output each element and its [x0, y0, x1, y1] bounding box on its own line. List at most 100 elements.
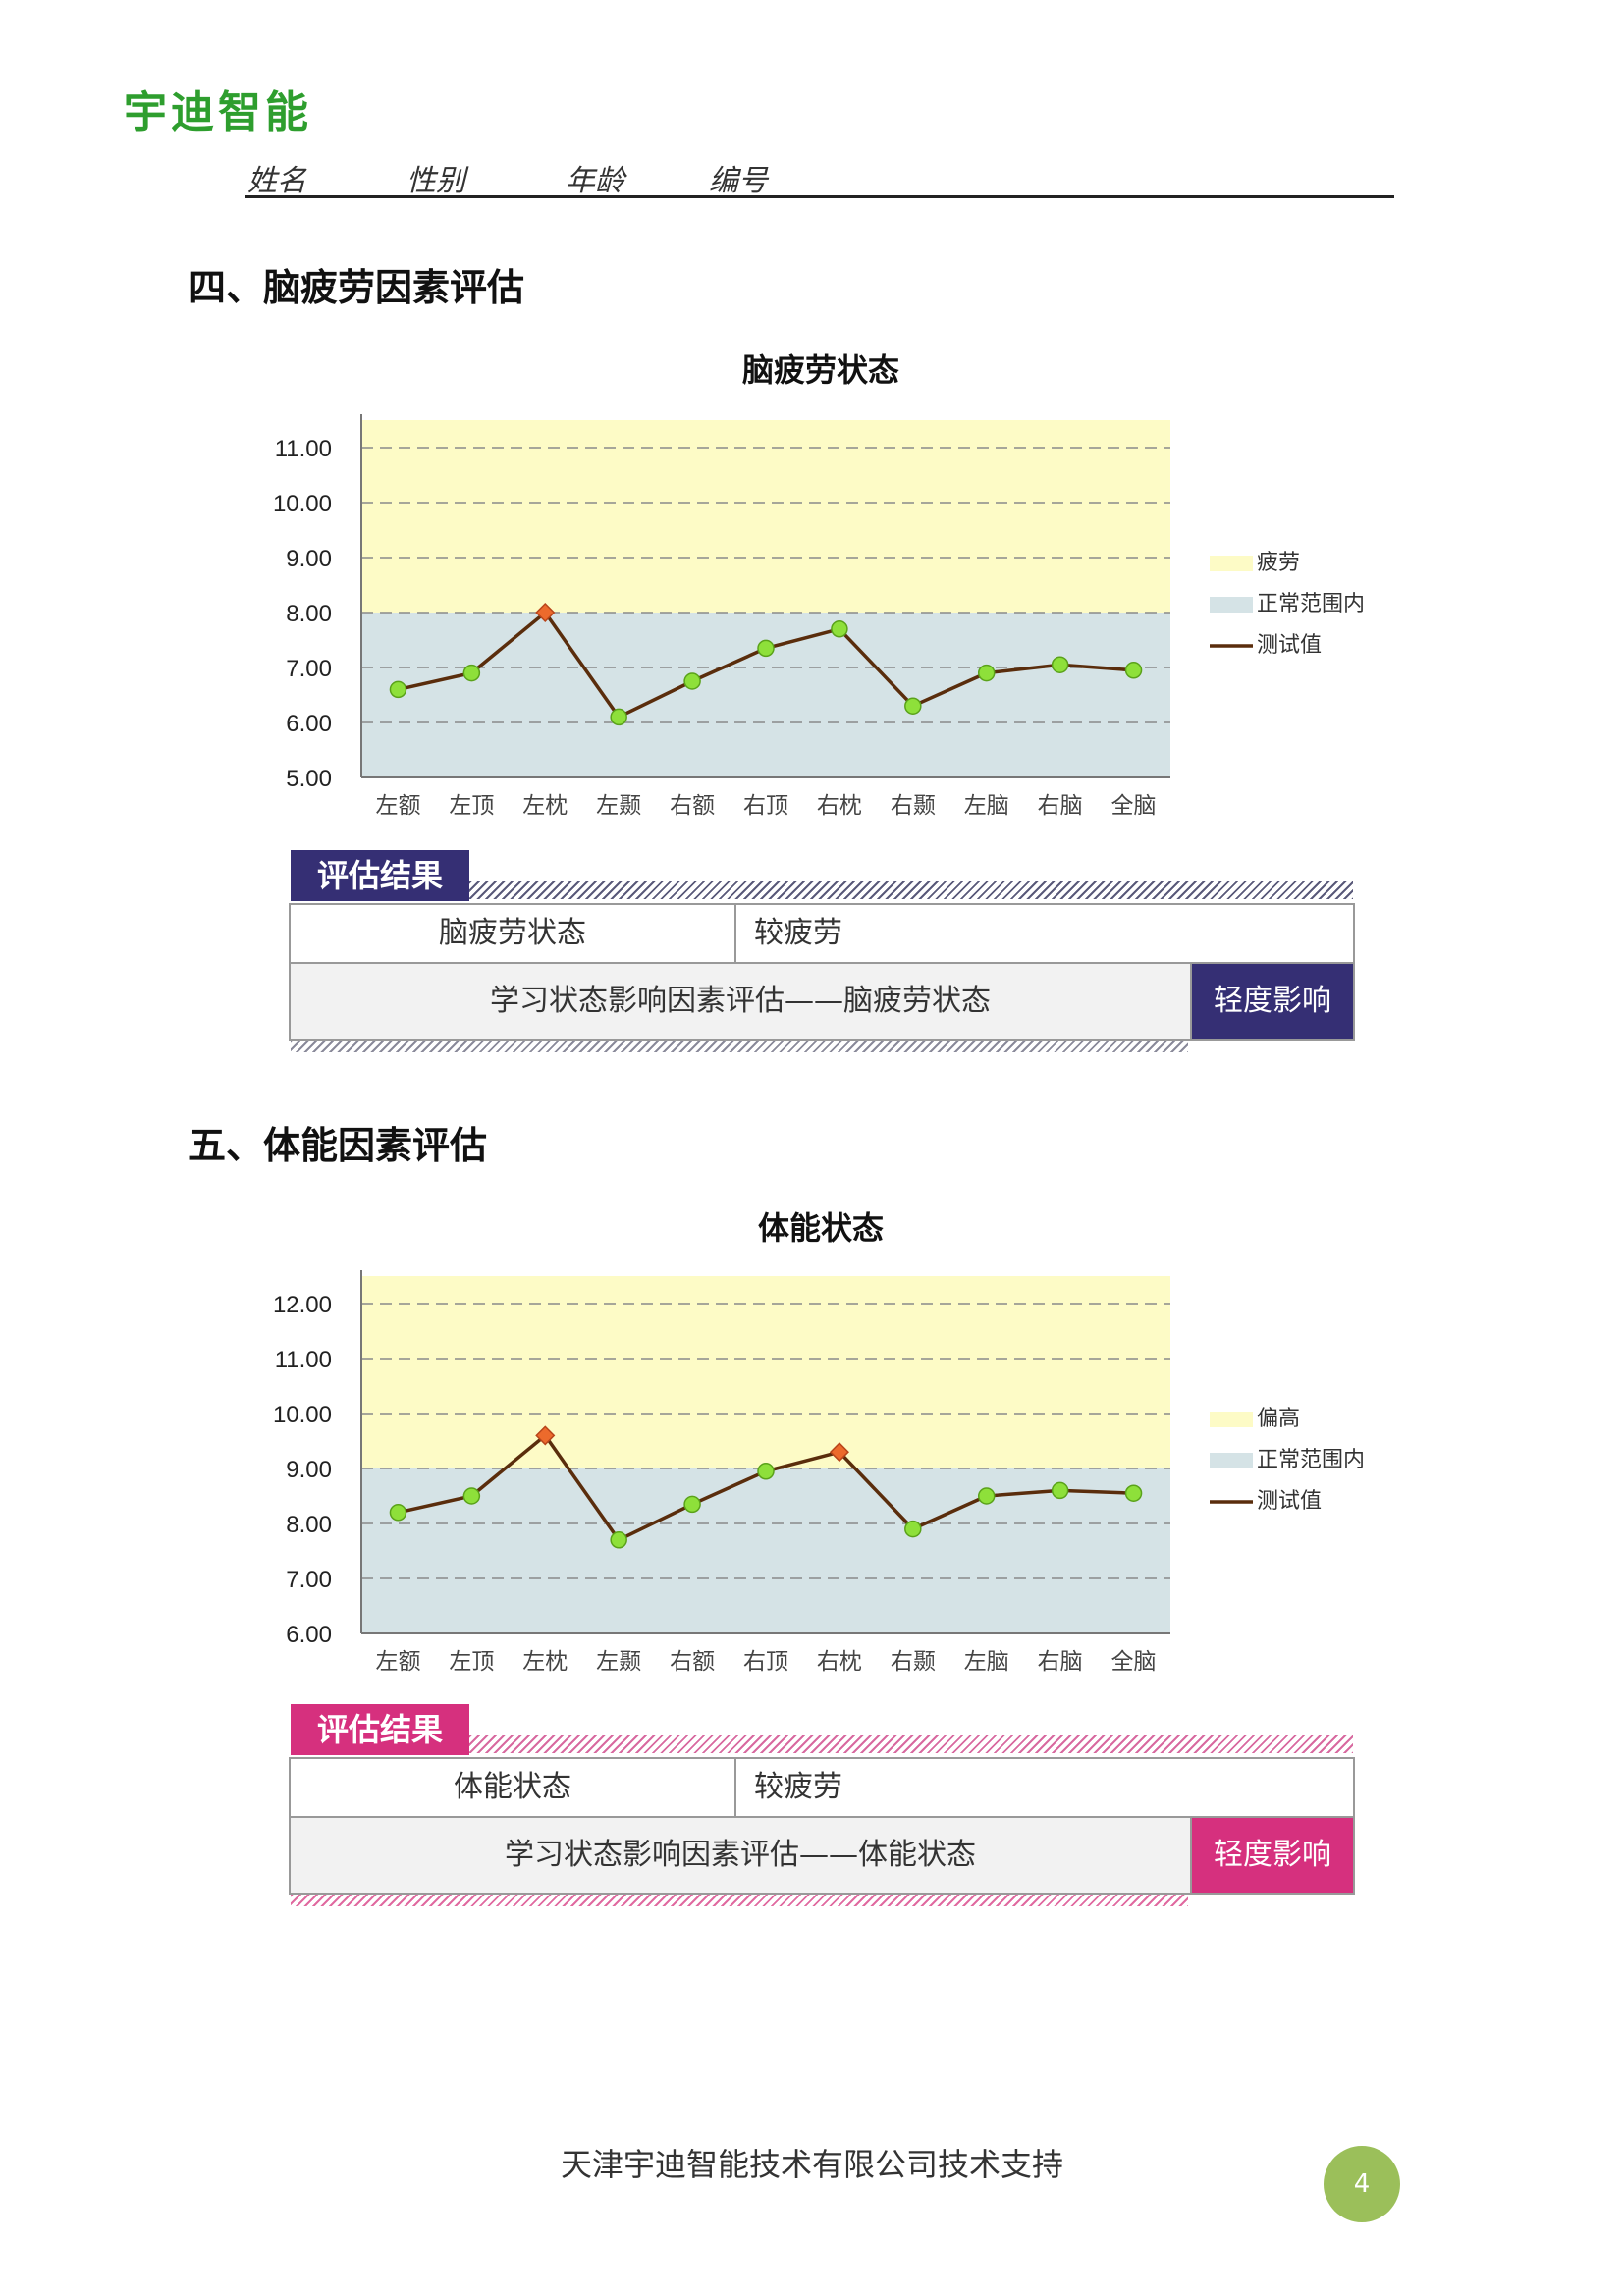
data-point [1051, 1481, 1069, 1500]
legend-swatch-band-normal [1210, 597, 1253, 613]
data-point [610, 708, 627, 726]
section-title-physical: 五、体能因素评估 [189, 1123, 488, 1167]
y-tick-label: 11.00 [275, 436, 332, 462]
legend-swatch-band-high [1210, 1412, 1253, 1427]
data-point [389, 680, 407, 699]
y-tick-label: 6.00 [286, 711, 332, 737]
legend-label: 偏高 [1257, 1407, 1300, 1431]
data-point [610, 1531, 627, 1549]
data-point [757, 1463, 775, 1480]
x-tick-label: 左顶 [449, 793, 494, 819]
y-tick-label: 10.00 [273, 1402, 332, 1428]
data-point [683, 1495, 701, 1514]
x-tick-label: 左枕 [522, 1649, 568, 1675]
y-tick-label: 5.00 [286, 766, 332, 792]
footer-text: 天津宇迪智能技术有限公司技术支持 [560, 2146, 1063, 2183]
stripe-decoration [469, 881, 1353, 899]
data-point [389, 1504, 407, 1522]
x-tick-label: 右脑 [1038, 1649, 1083, 1675]
company-logo: 宇迪智能 [124, 87, 312, 137]
y-tick-label: 8.00 [286, 601, 332, 627]
physical-chart: 6.00 7.00 8.00 9.00 10.00 11.00 12.00 左额 左顶 左枕 左颞 右… [273, 1270, 1365, 1675]
data-point-high [535, 1425, 556, 1446]
x-tick-label: 右额 [670, 1649, 715, 1675]
header-fields: 姓名 性别 年龄 编号 [245, 152, 1394, 198]
x-tick-label: 右颞 [891, 793, 936, 819]
data-point [1124, 662, 1143, 679]
y-tick-label: 6.00 [286, 1622, 332, 1648]
y-tick-label: 12.00 [273, 1292, 332, 1318]
legend-swatch-band-high [1210, 556, 1253, 571]
chart-title-physical: 体能状态 [757, 1209, 884, 1247]
x-tick-label: 右顶 [743, 793, 788, 819]
x-tick-label: 右枕 [817, 793, 862, 819]
header-id-label: 编号 [709, 164, 768, 198]
data-point-high [535, 602, 556, 623]
result-row-physical: 体能状态 较疲劳 [289, 1757, 1355, 1818]
legend-label: 测试值 [1257, 1489, 1322, 1514]
data-point [904, 697, 922, 715]
data-point [1124, 1484, 1143, 1502]
x-tick-label: 右顶 [743, 1649, 788, 1675]
data-point [977, 664, 996, 682]
result-tab-physical: 评估结果 [291, 1704, 469, 1755]
data-point [757, 639, 775, 658]
page-number: 4 [1324, 2146, 1400, 2222]
data-point-high [829, 1442, 849, 1463]
result-label-brain: 脑疲劳状态 [439, 916, 586, 950]
legend-label: 疲劳 [1257, 551, 1300, 575]
data-point [462, 664, 481, 682]
y-tick-label: 8.00 [286, 1512, 332, 1538]
data-point [904, 1520, 922, 1538]
y-tick-label: 9.00 [286, 546, 332, 572]
brain-fatigue-chart: 5.00 6.00 7.00 8.00 9.00 10.00 11.00 左额 左顶 左枕 左颞 右额… [273, 414, 1365, 819]
impact-row-physical: 学习状态影响因素评估——体能状态 [289, 1816, 1192, 1895]
y-tick-label: 11.00 [275, 1347, 332, 1373]
x-tick-label: 左颞 [596, 1649, 641, 1675]
stripe-decoration [291, 1895, 1188, 1906]
data-point [831, 620, 848, 638]
x-tick-label: 左脑 [964, 793, 1009, 819]
y-tick-label: 7.00 [286, 656, 332, 682]
band-1 [361, 613, 1170, 777]
band-1 [361, 1468, 1170, 1633]
result-value-brain: 较疲劳 [754, 916, 842, 950]
x-tick-label: 全脑 [1111, 793, 1157, 819]
stripe-decoration [469, 1735, 1353, 1753]
header-name-label: 姓名 [247, 164, 306, 198]
result-value-physical: 较疲劳 [754, 1770, 842, 1804]
result-tab-brain: 评估结果 [291, 850, 469, 901]
data-point [683, 672, 701, 690]
data-point [977, 1487, 996, 1505]
header-gender-label: 性别 [406, 164, 465, 198]
result-row-brain: 脑疲劳状态 较疲劳 [289, 903, 1355, 964]
x-tick-label: 右额 [670, 793, 715, 819]
cell-divider [734, 905, 736, 962]
x-tick-label: 右脑 [1038, 793, 1083, 819]
y-tick-label: 7.00 [286, 1567, 332, 1593]
data-point [462, 1487, 481, 1505]
stripe-decoration [291, 1041, 1188, 1052]
x-tick-label: 全脑 [1111, 1649, 1157, 1675]
impact-badge-physical: 轻度影响 [1190, 1816, 1355, 1895]
x-tick-label: 右枕 [817, 1649, 862, 1675]
result-label-physical: 体能状态 [454, 1770, 571, 1804]
x-tick-label: 左枕 [522, 793, 568, 819]
x-tick-label: 左额 [375, 793, 420, 819]
data-point [1051, 656, 1069, 673]
legend-label: 正常范围内 [1257, 1448, 1365, 1472]
band-0 [361, 420, 1170, 613]
y-tick-label: 9.00 [286, 1457, 332, 1483]
x-tick-label: 左脑 [964, 1649, 1009, 1675]
legend-swatch-band-normal [1210, 1453, 1253, 1468]
band-0 [361, 1276, 1170, 1468]
y-tick-label: 10.00 [273, 491, 332, 517]
x-tick-label: 左额 [375, 1649, 420, 1675]
cell-divider [734, 1759, 736, 1816]
legend-label: 测试值 [1257, 633, 1322, 658]
chart-title-brain-fatigue: 脑疲劳状态 [741, 351, 899, 389]
x-tick-label: 左顶 [449, 1649, 494, 1675]
x-tick-label: 左颞 [596, 793, 641, 819]
header-age-label: 年龄 [566, 164, 624, 198]
x-tick-label: 右颞 [891, 1649, 936, 1675]
